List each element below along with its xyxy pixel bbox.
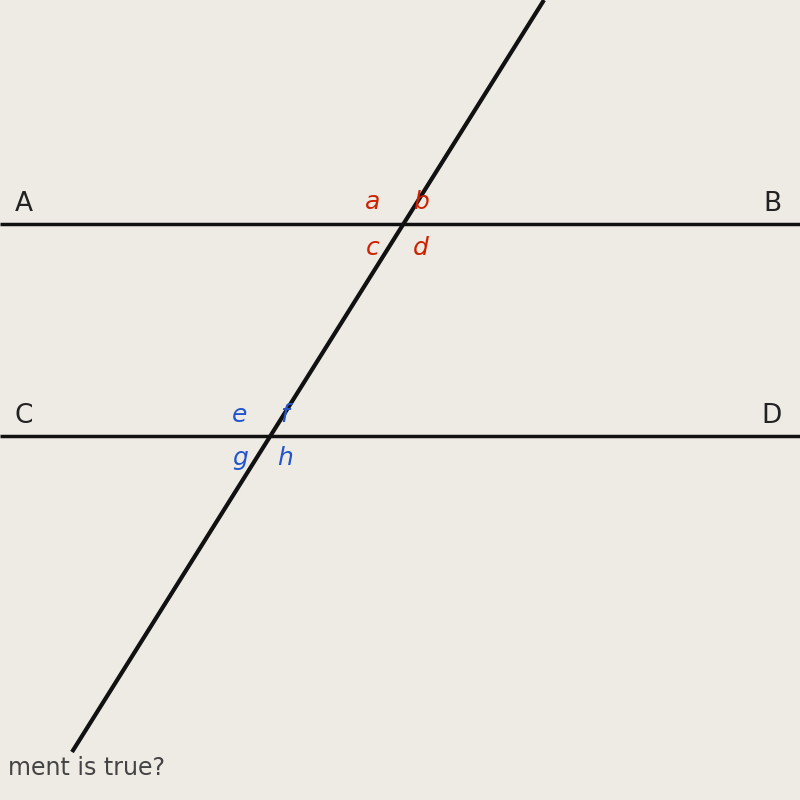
Text: f: f bbox=[280, 403, 289, 427]
Text: ment is true?: ment is true? bbox=[8, 756, 165, 780]
Text: g: g bbox=[232, 446, 248, 470]
Text: h: h bbox=[277, 446, 293, 470]
Text: e: e bbox=[232, 403, 248, 427]
Text: D: D bbox=[762, 403, 782, 429]
Text: B: B bbox=[763, 191, 781, 217]
Text: b: b bbox=[413, 190, 429, 214]
Text: a: a bbox=[366, 190, 381, 214]
Text: A: A bbox=[15, 191, 33, 217]
Text: c: c bbox=[366, 236, 380, 260]
Text: d: d bbox=[413, 236, 429, 260]
Text: C: C bbox=[15, 403, 33, 429]
